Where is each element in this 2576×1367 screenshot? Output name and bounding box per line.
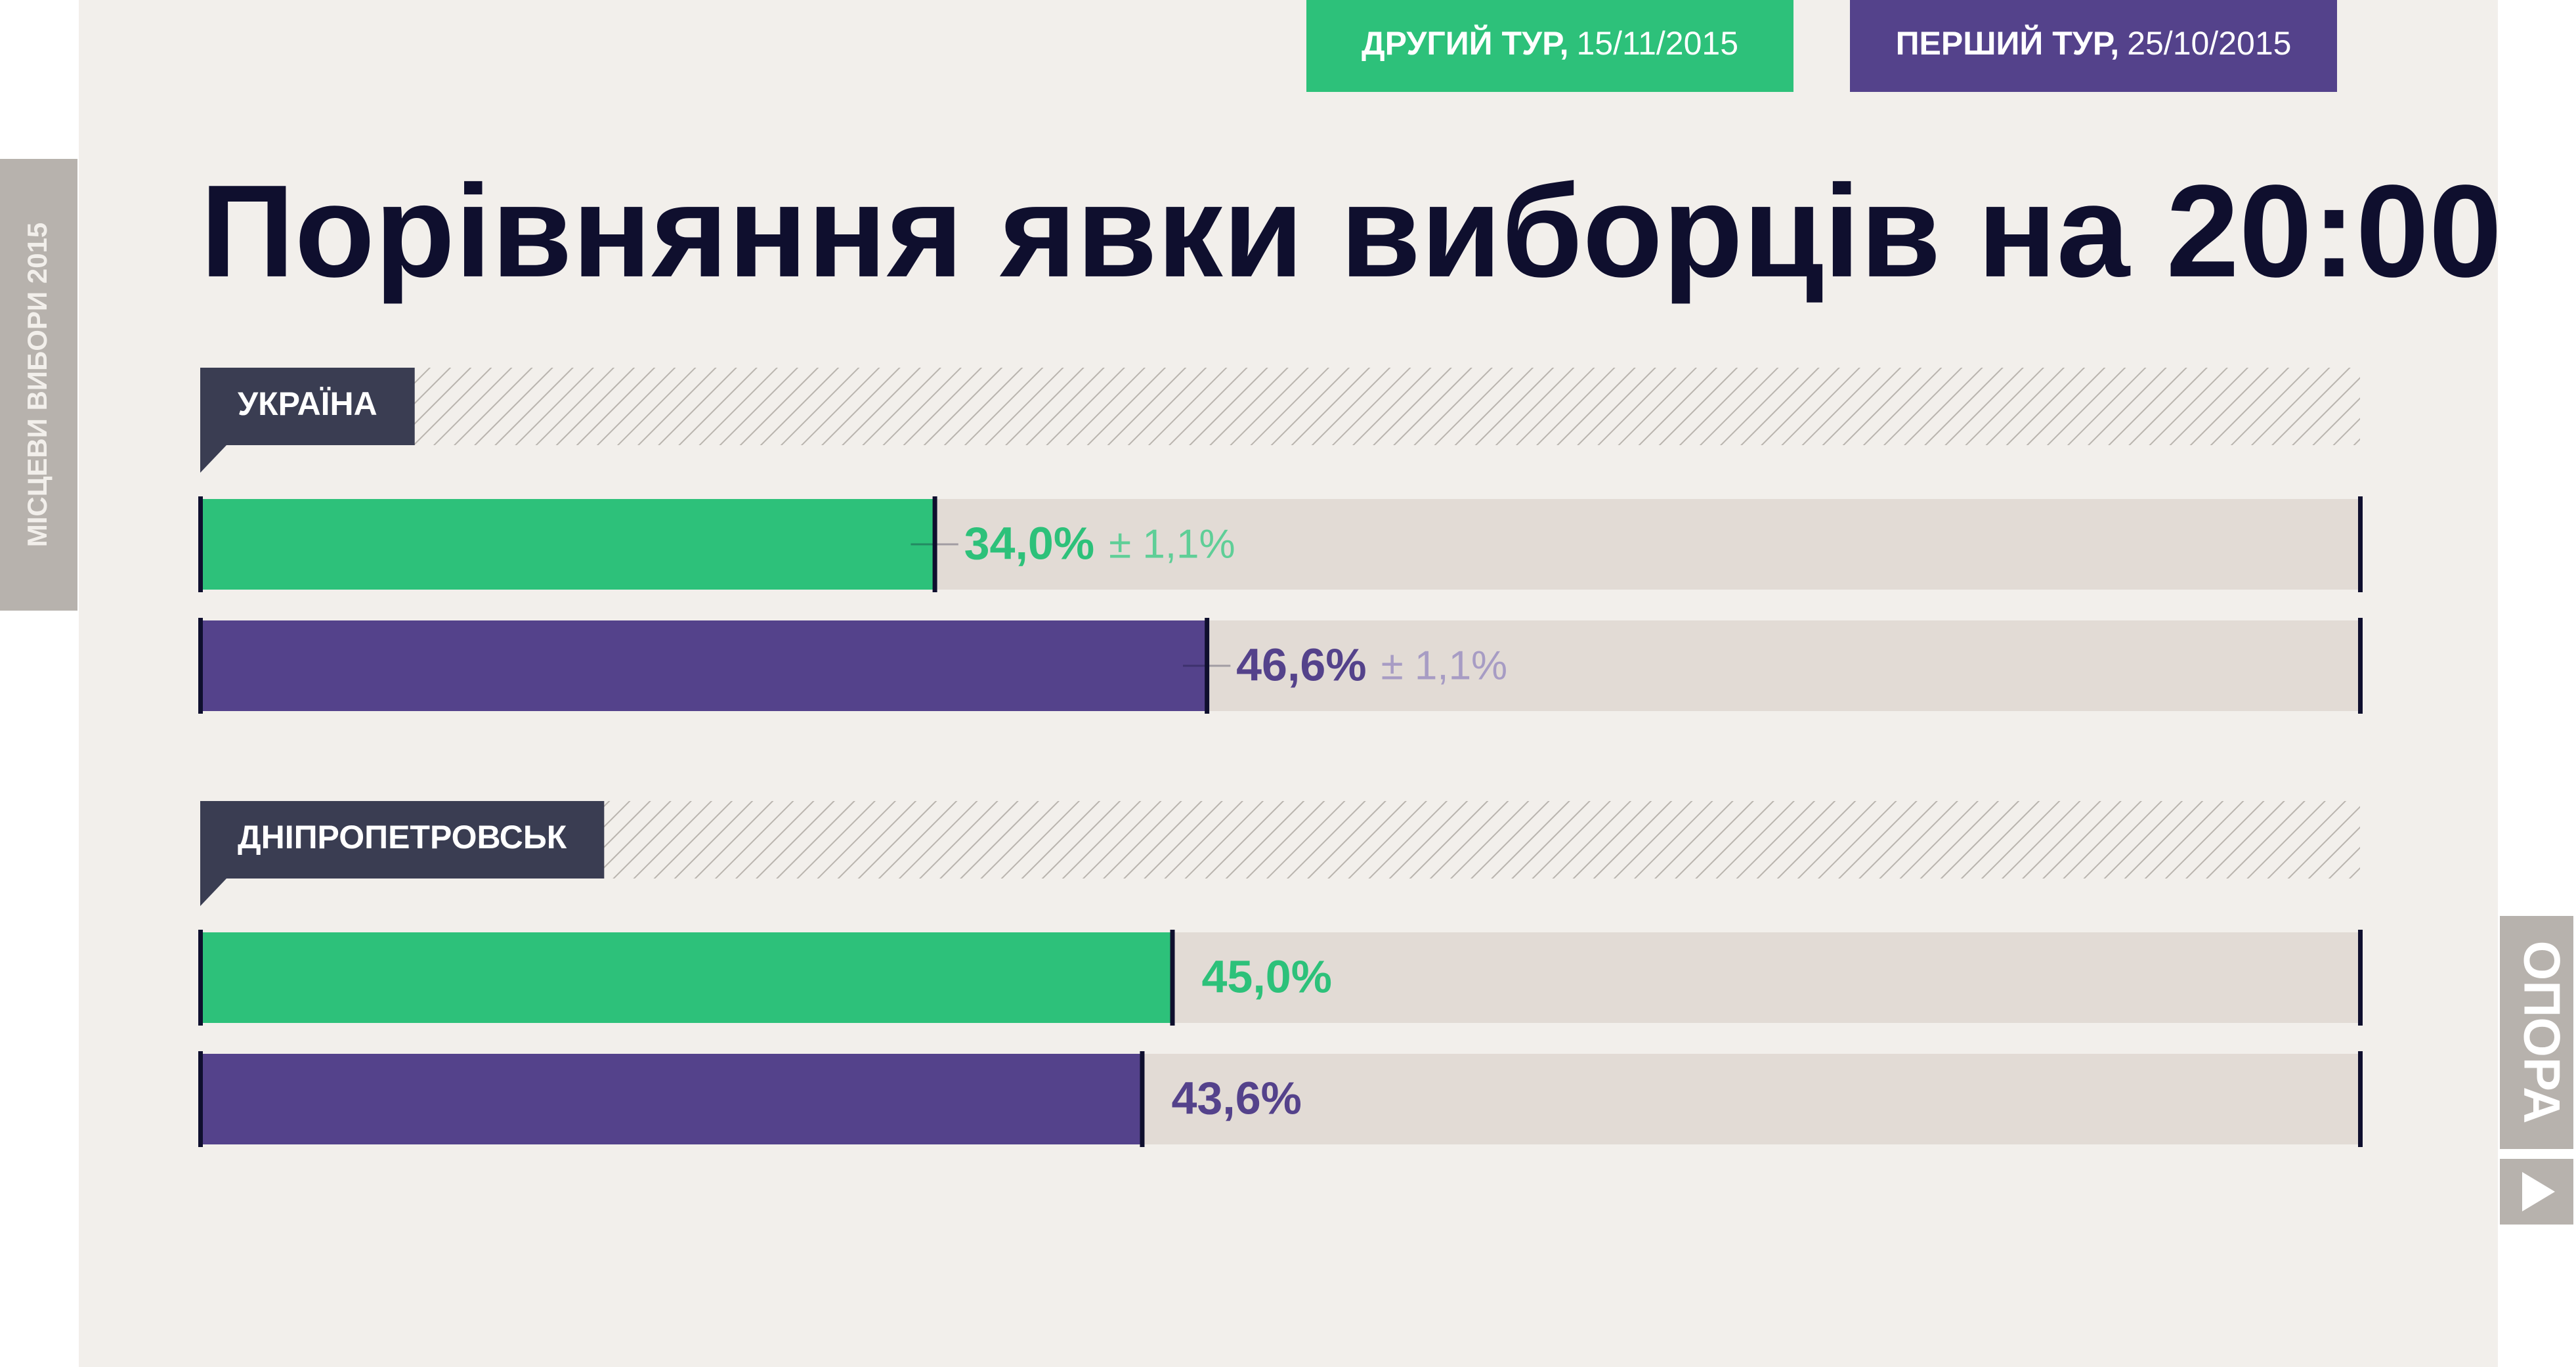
bar-cap [198,496,203,592]
bar-cap [2358,496,2363,592]
side-tab [0,159,77,611]
value-label: 43,6% [1171,1072,1301,1123]
legend-name: ДРУГИЙ ТУР, [1362,24,1569,62]
bar-end [1205,618,1210,714]
bar [200,932,1172,1023]
group-label: УКРАЇНА [238,385,377,422]
legend-name: ПЕРШИЙ ТУР, [1896,24,2120,62]
brand-tab [2500,916,2573,1149]
brand: ОПОРА [2513,941,2571,1124]
value-label: 34,0% [964,517,1094,569]
bar-cap [2358,618,2363,714]
legend-box [1306,0,1793,92]
legend-box [1850,0,2337,92]
bar [200,1054,1142,1144]
bar-end [1140,1051,1145,1147]
bar [200,499,935,590]
brand-arrow [2522,1172,2555,1211]
bar-cap [2358,930,2363,1026]
bar-cap [198,1051,203,1147]
legend-date: 15/11/2015 [1576,25,1738,62]
group-label-notch [200,879,226,906]
group-hatch [200,368,2360,445]
chart-title: Порівняння явки виборців на 20:00 [200,158,2502,305]
value-label: 45,0% [1202,951,1332,1002]
group-label-box [200,368,415,445]
legend-date: 25/10/2015 [2127,25,2291,62]
bar-cap [198,930,203,1026]
group-label-notch [200,445,226,473]
value-label: 46,6% [1236,639,1366,690]
bar-end [932,496,937,592]
group-label: ДНІПРОПЕТРОВСЬК [238,819,567,856]
group-label-box [200,801,605,879]
bar-cap [2358,1051,2363,1147]
bar-cap [198,618,203,714]
bar-end [1170,930,1175,1026]
side-label: МІСЦЕВИ ВИБОРИ 2015 [22,223,53,548]
error-label: ± 1,1% [1381,643,1508,688]
error-label: ± 1,1% [1109,521,1235,567]
bar [200,620,1207,711]
